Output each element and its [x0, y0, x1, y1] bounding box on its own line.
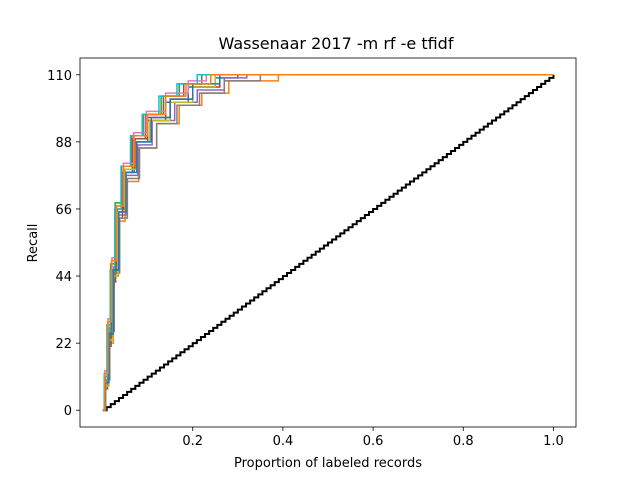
x-axis-label: Proportion of labeled records: [234, 456, 422, 471]
x-tick-label: 0.4: [273, 434, 294, 449]
axes-frame: [79, 57, 577, 428]
axes: 0.2 0.4 0.6 0.8 1.0 0 22 44 66 88 110: [47, 57, 577, 449]
baseline-line: [102, 74, 555, 412]
y-tick-label: 22: [55, 337, 72, 352]
x-tick-label: 0.8: [453, 434, 474, 449]
x-tick-label: 0.2: [182, 434, 203, 449]
x-tick-label: 0.6: [363, 434, 384, 449]
recall-curve-12: [102, 74, 554, 411]
x-tick-label: 1.0: [543, 434, 564, 449]
y-axis-label: Recall: [26, 224, 41, 263]
chart-title: Wassenaar 2017 -m rf -e tfidf: [219, 34, 454, 53]
recall-curve-11: [102, 74, 554, 411]
y-tick-label: 66: [55, 203, 72, 218]
y-tick-label: 110: [47, 69, 72, 84]
y-tick-label: 88: [55, 136, 72, 151]
plot-area: [102, 74, 555, 412]
recall-curve-8: [102, 74, 554, 411]
y-tick-label: 0: [64, 404, 72, 419]
y-tick-label: 44: [55, 270, 72, 285]
